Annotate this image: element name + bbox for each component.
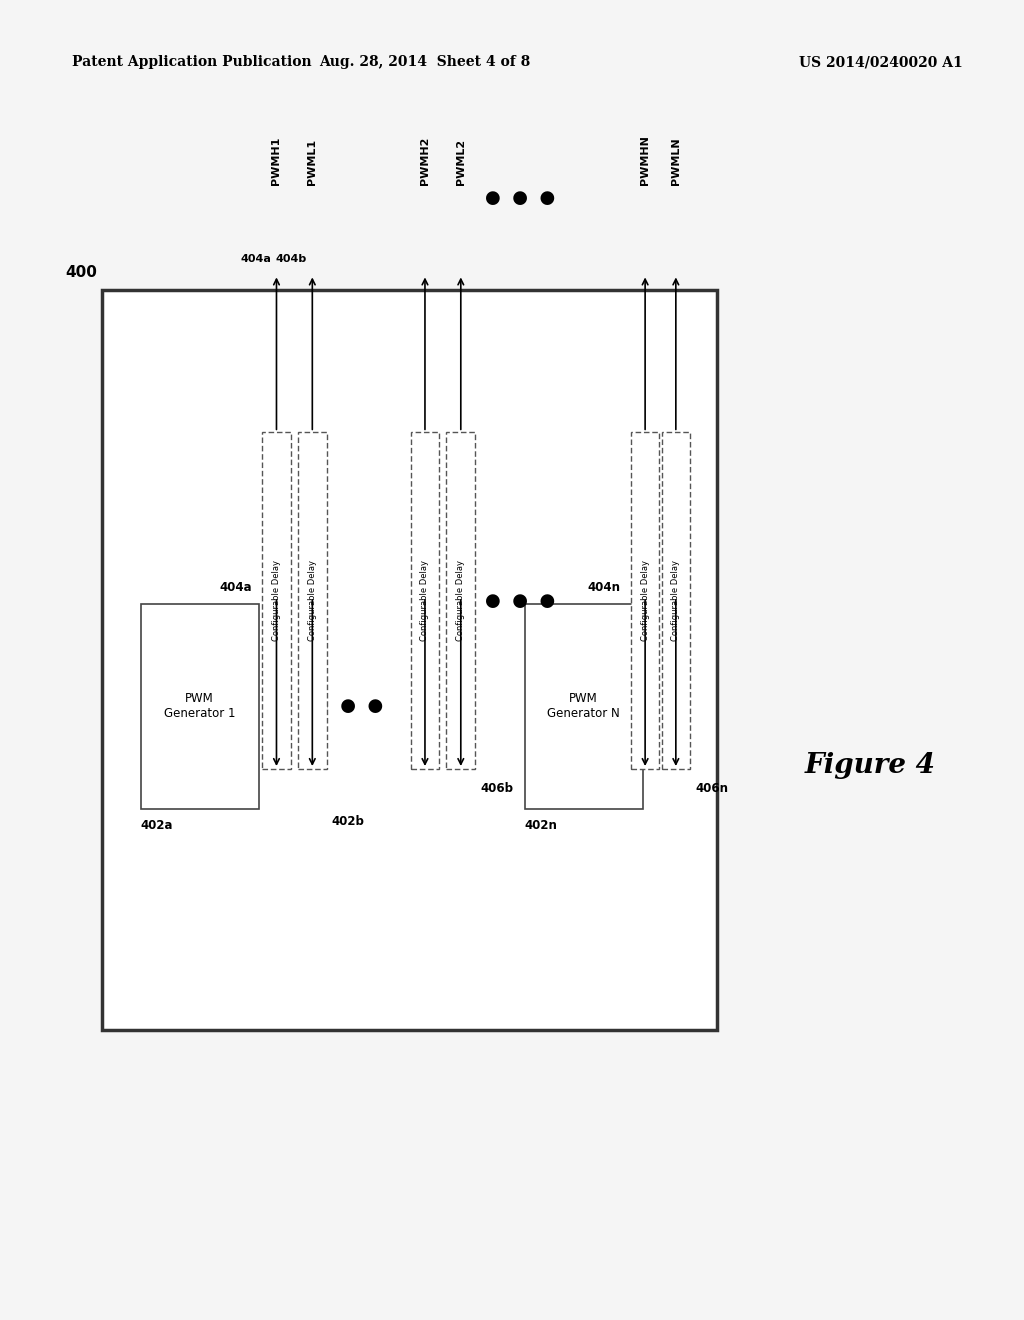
Text: Patent Application Publication: Patent Application Publication xyxy=(72,55,311,70)
Bar xyxy=(298,433,327,768)
Text: 404b: 404b xyxy=(275,253,307,264)
Text: PWMHN: PWMHN xyxy=(640,135,650,185)
Text: 402b: 402b xyxy=(332,814,365,828)
Text: 406b: 406b xyxy=(480,781,513,795)
Text: 404n: 404n xyxy=(588,581,621,594)
Text: PWMH2: PWMH2 xyxy=(420,136,430,185)
Text: Configurable Delay: Configurable Delay xyxy=(457,560,465,642)
Bar xyxy=(411,433,439,768)
Text: Figure 4: Figure 4 xyxy=(805,752,936,779)
Text: 402n: 402n xyxy=(524,818,558,832)
Text: PWML2: PWML2 xyxy=(456,139,466,185)
Bar xyxy=(102,290,717,1030)
Text: PWMH1: PWMH1 xyxy=(271,136,282,185)
Bar xyxy=(141,605,258,808)
Text: Configurable Delay: Configurable Delay xyxy=(641,560,649,642)
Text: PWM
Generator N: PWM Generator N xyxy=(547,692,621,721)
Text: ●  ●  ●: ● ● ● xyxy=(485,591,555,610)
Text: ●  ●  ●: ● ● ● xyxy=(485,189,555,207)
Text: Aug. 28, 2014  Sheet 4 of 8: Aug. 28, 2014 Sheet 4 of 8 xyxy=(319,55,530,70)
Bar xyxy=(524,605,643,808)
Bar xyxy=(631,433,659,768)
Text: Configurable Delay: Configurable Delay xyxy=(272,560,281,642)
Text: Configurable Delay: Configurable Delay xyxy=(672,560,680,642)
Text: PWMLN: PWMLN xyxy=(671,137,681,185)
Bar xyxy=(446,433,475,768)
Text: Configurable Delay: Configurable Delay xyxy=(421,560,429,642)
Text: 404a: 404a xyxy=(219,581,252,594)
Text: 406n: 406n xyxy=(695,781,728,795)
Text: ●  ●  ●: ● ● ● xyxy=(313,697,383,715)
Text: 404a: 404a xyxy=(241,253,271,264)
Bar xyxy=(262,433,291,768)
Text: PWM
Generator 1: PWM Generator 1 xyxy=(164,692,236,721)
Text: 402a: 402a xyxy=(141,818,173,832)
Text: PWML1: PWML1 xyxy=(307,139,317,185)
Text: 400: 400 xyxy=(66,265,97,280)
Bar xyxy=(662,433,690,768)
Text: Configurable Delay: Configurable Delay xyxy=(308,560,316,642)
Text: US 2014/0240020 A1: US 2014/0240020 A1 xyxy=(799,55,963,70)
